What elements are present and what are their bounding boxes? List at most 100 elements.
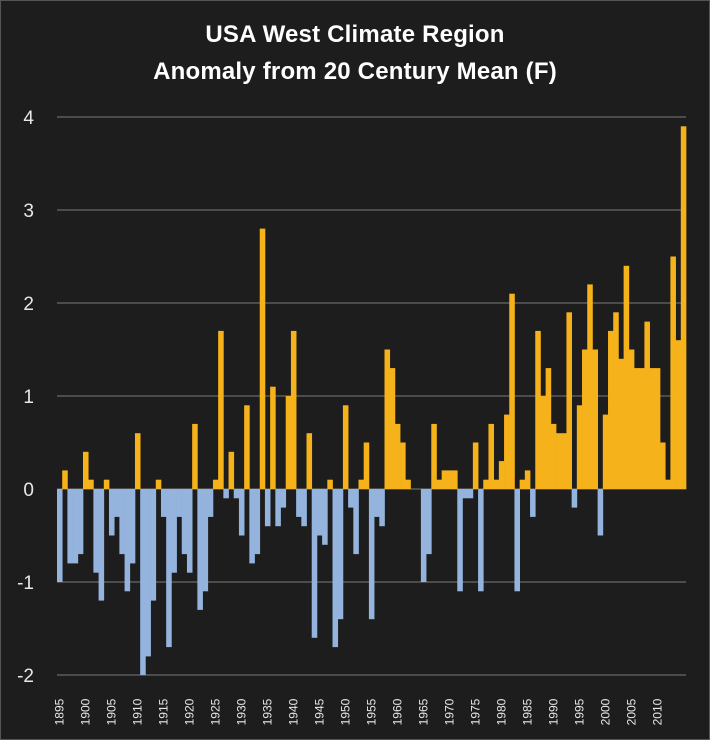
bar-1943 bbox=[306, 433, 313, 489]
bar-1922 bbox=[197, 489, 203, 610]
bar-1929 bbox=[233, 489, 240, 499]
bar-1968 bbox=[436, 479, 443, 489]
bar-1908 bbox=[124, 489, 131, 592]
bar-1942 bbox=[301, 489, 307, 527]
bar-2013 bbox=[670, 256, 676, 489]
bar-1919 bbox=[181, 489, 188, 555]
bar-1937 bbox=[275, 489, 281, 527]
bar-1961 bbox=[400, 442, 406, 489]
chart-title: USA West Climate Region bbox=[205, 21, 505, 48]
bar-2000 bbox=[602, 414, 609, 489]
bar-1932 bbox=[249, 489, 255, 564]
y-tick-label: 3 bbox=[23, 201, 34, 222]
bar-1936 bbox=[270, 386, 276, 489]
bar-1910 bbox=[134, 433, 141, 489]
bar-1909 bbox=[129, 489, 136, 564]
x-tick-label: 1945 bbox=[313, 698, 327, 725]
bar-1901 bbox=[88, 479, 94, 489]
bar-1969 bbox=[441, 470, 448, 489]
x-tick-label: 1920 bbox=[183, 698, 197, 725]
bar-1934 bbox=[259, 228, 266, 489]
bar-1916 bbox=[166, 489, 172, 648]
bar-1978 bbox=[488, 423, 495, 489]
bar-1981 bbox=[504, 414, 510, 489]
bar-1965 bbox=[420, 489, 427, 582]
bar-1991 bbox=[556, 433, 562, 489]
bar-1967 bbox=[431, 423, 437, 489]
bar-2014 bbox=[675, 340, 682, 489]
x-tick-label: 1980 bbox=[494, 698, 508, 725]
x-tick-label: 2010 bbox=[650, 698, 664, 725]
bar-1958 bbox=[384, 349, 391, 489]
bar-2010 bbox=[654, 368, 661, 489]
bar-1939 bbox=[285, 396, 292, 489]
bar-1930 bbox=[238, 489, 245, 536]
x-tick-label: 1895 bbox=[53, 698, 67, 725]
bar-1914 bbox=[155, 479, 162, 489]
bar-1955 bbox=[368, 489, 375, 620]
bar-1975 bbox=[472, 442, 479, 489]
bar-1915 bbox=[160, 489, 167, 517]
bar-1911 bbox=[140, 489, 146, 675]
y-tick-label: 4 bbox=[23, 108, 34, 129]
bar-1960 bbox=[394, 423, 401, 489]
bar-2008 bbox=[644, 321, 650, 489]
bar-1938 bbox=[280, 489, 287, 508]
y-tick-label: -2 bbox=[17, 666, 34, 687]
x-tick-label: 1905 bbox=[105, 698, 119, 725]
bar-1920 bbox=[186, 489, 193, 573]
bar-1989 bbox=[545, 368, 552, 489]
bar-1997 bbox=[587, 284, 593, 489]
bar-1994 bbox=[571, 489, 578, 508]
bar-1948 bbox=[332, 489, 339, 648]
bar-1999 bbox=[597, 489, 604, 536]
bar-1986 bbox=[530, 489, 536, 517]
bar-1906 bbox=[114, 489, 120, 517]
bar-1970 bbox=[446, 470, 453, 489]
bar-1904 bbox=[103, 479, 110, 489]
bar-1907 bbox=[119, 489, 125, 555]
bar-2006 bbox=[634, 368, 640, 489]
bar-1984 bbox=[519, 479, 526, 489]
bar-1985 bbox=[524, 470, 531, 489]
bar-1905 bbox=[108, 489, 115, 536]
bar-1992 bbox=[561, 433, 567, 489]
bar-1977 bbox=[483, 479, 489, 489]
bar-1898 bbox=[72, 489, 79, 564]
x-tick-label: 1950 bbox=[339, 698, 353, 725]
bar-1959 bbox=[389, 368, 396, 489]
x-tick-label: 1955 bbox=[365, 698, 379, 725]
x-tick-label: 1965 bbox=[416, 698, 430, 725]
bar-2009 bbox=[649, 368, 656, 489]
bar-1917 bbox=[171, 489, 177, 573]
bar-1899 bbox=[77, 489, 84, 555]
bar-1951 bbox=[348, 489, 354, 508]
x-tick-label: 2005 bbox=[624, 698, 638, 725]
bar-1976 bbox=[478, 489, 484, 592]
bar-1912 bbox=[145, 489, 151, 657]
bar-1946 bbox=[322, 489, 328, 545]
x-tick-label: 1910 bbox=[131, 698, 145, 725]
bar-1979 bbox=[493, 479, 500, 489]
bar-1944 bbox=[311, 489, 318, 638]
bar-1896 bbox=[62, 470, 68, 489]
bar-1897 bbox=[67, 489, 73, 564]
bar-1972 bbox=[457, 489, 463, 592]
bar-1935 bbox=[264, 489, 271, 527]
bar-1927 bbox=[223, 489, 229, 499]
bar-1926 bbox=[218, 330, 224, 489]
bar-1957 bbox=[379, 489, 385, 527]
bar-1925 bbox=[212, 479, 219, 489]
bar-1983 bbox=[514, 489, 520, 592]
bar-2011 bbox=[660, 442, 666, 489]
bar-1987 bbox=[535, 330, 541, 489]
bar-1982 bbox=[509, 293, 515, 489]
x-tick-label: 1940 bbox=[287, 698, 301, 725]
bar-1941 bbox=[296, 489, 302, 517]
bar-1966 bbox=[426, 489, 432, 555]
bar-2004 bbox=[623, 265, 630, 489]
bar-1895 bbox=[57, 489, 63, 582]
bar-1971 bbox=[452, 470, 458, 489]
x-tick-label: 1985 bbox=[520, 698, 534, 725]
bar-1940 bbox=[290, 330, 297, 489]
